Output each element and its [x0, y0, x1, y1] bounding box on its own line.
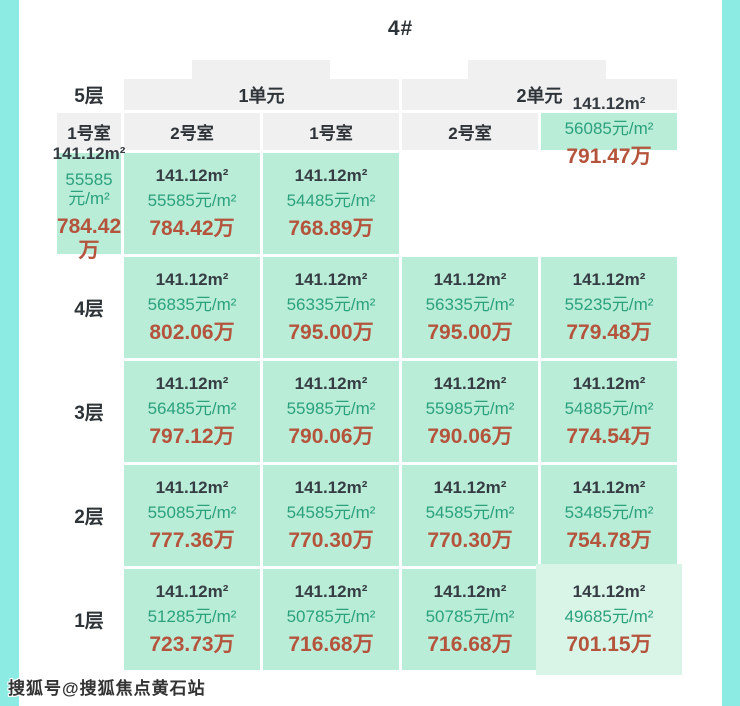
cell-unit-price: 55985元/m²: [286, 399, 376, 419]
price-cell-1f-u2r1: 141.12m² 50785元/m² 716.68万: [402, 569, 538, 670]
unit-header-1: 1单元: [124, 79, 399, 110]
cell-unit-price: 55985元/m²: [425, 399, 515, 419]
cell-total-price: 797.12万: [149, 424, 235, 448]
price-cell-3f-u2r2: 141.12m² 54885元/m² 774.54万: [541, 361, 677, 462]
cell-total-price: 802.06万: [149, 320, 235, 344]
cell-area: 141.12m²: [294, 581, 368, 601]
cell-total-price: 770.30万: [288, 528, 374, 552]
left-accent-strip: [0, 0, 19, 706]
cell-total-price: 770.30万: [427, 528, 513, 552]
price-cell-5f-u1r2: 141.12m² 55585元/m² 784.42万: [53, 144, 126, 262]
cell-unit-price: 56485元/m²: [147, 399, 237, 419]
price-cell-4f-u2r1: 141.12m² 56335元/m² 795.00万: [402, 257, 538, 358]
cell-total-price: 790.06万: [288, 424, 374, 448]
cell-area: 141.12m²: [155, 581, 229, 601]
cell-area: 141.12m²: [572, 477, 646, 497]
unit-header-2: 2单元: [402, 79, 677, 110]
cell-unit-price: 50785元/m²: [286, 607, 376, 627]
price-cell-2f-u1r1: 141.12m² 55085元/m² 777.36万: [124, 465, 260, 566]
cell-area: 141.12m²: [433, 269, 507, 289]
cell-unit-price: 51285元/m²: [147, 607, 237, 627]
room-header-1: 1号室: [57, 113, 121, 150]
building-title: 4#: [387, 17, 414, 40]
cell-area: 141.12m²: [572, 373, 646, 393]
cell-unit-price: 56085元/m²: [564, 119, 654, 139]
cell-area: 141.12m²: [155, 373, 229, 393]
cell-total-price: 779.48万: [566, 320, 652, 344]
price-cell-4f-u1r1: 141.12m² 56835元/m² 802.06万: [124, 257, 260, 358]
floor-label-5: 5层: [74, 86, 104, 107]
cell-total-price: 716.68万: [427, 632, 513, 656]
cell-total-price: 716.68万: [288, 632, 374, 656]
price-cell-3f-u1r1: 141.12m² 56485元/m² 797.12万: [124, 361, 260, 462]
cell-area: 141.12m²: [155, 269, 229, 289]
price-cell-1f-u1r2: 141.12m² 50785元/m² 716.68万: [263, 569, 399, 670]
cell-total-price: 784.42万: [56, 214, 122, 262]
sohu-watermark: 搜狐号@搜狐焦点黄石站: [8, 679, 206, 698]
cell-area: 141.12m²: [433, 373, 507, 393]
price-cell-1f-u1r1: 141.12m² 51285元/m² 723.73万: [124, 569, 260, 670]
cell-unit-price: 56335元/m²: [286, 295, 376, 315]
cell-total-price: 791.47万: [566, 144, 652, 168]
cell-total-price: 754.78万: [566, 528, 652, 552]
cell-area: 141.12m²: [155, 477, 229, 497]
cell-area: 141.12m²: [294, 165, 368, 185]
cell-unit-price: 56835元/m²: [147, 295, 237, 315]
cell-area: 141.12m²: [433, 477, 507, 497]
floor-label-1: 1层: [74, 611, 104, 632]
cell-total-price: 701.15万: [566, 632, 652, 656]
right-accent-strip: [722, 0, 740, 706]
floor-label-3: 3层: [74, 403, 104, 424]
cell-area: 141.12m²: [294, 477, 368, 497]
cell-unit-price: 50785元/m²: [425, 607, 515, 627]
cell-total-price: 784.42万: [149, 216, 235, 240]
price-cell-3f-u1r2: 141.12m² 55985元/m² 790.06万: [263, 361, 399, 462]
room-header-4: 2号室: [402, 113, 538, 150]
cell-area: 141.12m²: [433, 581, 507, 601]
cell-unit-price: 55235元/m²: [564, 295, 654, 315]
price-cell-2f-u1r2: 141.12m² 54585元/m² 770.30万: [263, 465, 399, 566]
cell-area: 141.12m²: [52, 144, 126, 164]
price-cell-4f-u1r2: 141.12m² 56335元/m² 795.00万: [263, 257, 399, 358]
cell-area: 141.12m²: [572, 581, 646, 601]
cell-area: 141.12m²: [294, 269, 368, 289]
cell-unit-price: 54585元/m²: [286, 503, 376, 523]
price-cell-4f-u2r2: 141.12m² 55235元/m² 779.48万: [541, 257, 677, 358]
unit-1-tab-shape: [192, 60, 330, 80]
floor-label-2: 2层: [74, 507, 104, 528]
cell-unit-price: 55585元/m²: [65, 169, 113, 209]
cell-area: 141.12m²: [155, 165, 229, 185]
price-cell-5f-u2r2: 141.12m² 54485元/m² 768.89万: [263, 153, 399, 254]
price-cell-2f-u2r2: 141.12m² 53485元/m² 754.78万: [541, 465, 677, 566]
cell-unit-price: 55585元/m²: [147, 191, 237, 211]
cell-total-price: 790.06万: [427, 424, 513, 448]
floor-label-4: 4层: [74, 299, 104, 320]
cell-area: 141.12m²: [572, 93, 646, 113]
cell-total-price: 777.36万: [149, 528, 235, 552]
unit-2-tab-shape: [468, 60, 606, 80]
cell-total-price: 795.00万: [427, 320, 513, 344]
cell-area: 141.12m²: [294, 373, 368, 393]
price-cell-5f-u1r1: 141.12m² 56085元/m² 791.47万: [541, 94, 677, 168]
cell-unit-price: 53485元/m²: [564, 503, 654, 523]
room-header-2: 2号室: [124, 113, 260, 150]
cell-unit-price: 55085元/m²: [147, 503, 237, 523]
price-cell-3f-u2r1: 141.12m² 55985元/m² 790.06万: [402, 361, 538, 462]
cell-unit-price: 56335元/m²: [425, 295, 515, 315]
price-cell-1f-u2r2-highlighted: 141.12m² 49685元/m² 701.15万: [536, 564, 682, 675]
cell-total-price: 795.00万: [288, 320, 374, 344]
cell-unit-price: 54485元/m²: [286, 191, 376, 211]
price-cell-2f-u2r1: 141.12m² 54585元/m² 770.30万: [402, 465, 538, 566]
cell-unit-price: 54885元/m²: [564, 399, 654, 419]
room-header-3: 1号室: [263, 113, 399, 150]
price-cell-5f-u2r1: 141.12m² 55585元/m² 784.42万: [124, 153, 260, 254]
cell-total-price: 723.73万: [149, 632, 235, 656]
cell-total-price: 768.89万: [288, 216, 374, 240]
cell-area: 141.12m²: [572, 269, 646, 289]
cell-total-price: 774.54万: [566, 424, 652, 448]
cell-unit-price: 49685元/m²: [564, 607, 654, 627]
cell-unit-price: 54585元/m²: [425, 503, 515, 523]
price-table: 1单元 2单元 1号室 2号室 1号室 2号室 5层 141.12m² 5608…: [53, 79, 682, 675]
